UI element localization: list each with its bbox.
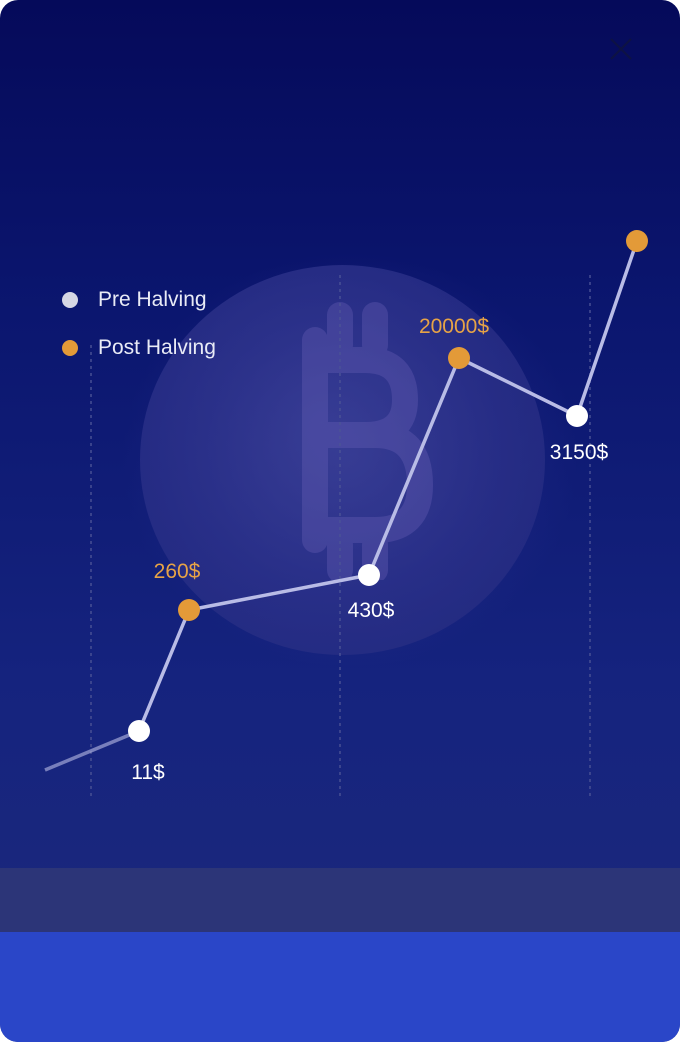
legend-marker bbox=[62, 292, 78, 308]
legend-label: Post Halving bbox=[98, 336, 216, 359]
footer-band bbox=[0, 868, 680, 932]
post-halving-point bbox=[448, 347, 470, 369]
pre-halving-point bbox=[358, 564, 380, 586]
post-halving-point bbox=[626, 230, 648, 252]
bitcoin-coin-image bbox=[140, 265, 545, 655]
pre-halving-value-label: 3150$ bbox=[550, 441, 609, 464]
legend-item-pre-halving: Pre Halving bbox=[62, 276, 216, 324]
pre-halving-point bbox=[128, 720, 150, 742]
post-halving-value-label: 260$ bbox=[154, 560, 201, 583]
series-line bbox=[137, 240, 639, 732]
close-icon bbox=[610, 38, 632, 60]
footer-action-bar bbox=[0, 932, 680, 1042]
post-halving-point bbox=[178, 599, 200, 621]
legend-item-post-halving: Post Halving bbox=[62, 324, 216, 372]
pre-halving-value-label: 430$ bbox=[348, 599, 395, 622]
pre-halving-value-label: 11$ bbox=[131, 761, 165, 784]
pre-halving-point bbox=[566, 405, 588, 427]
post-halving-value-label: 20000$ bbox=[419, 315, 489, 338]
close-button[interactable] bbox=[604, 32, 638, 66]
legend-label: Pre Halving bbox=[98, 288, 207, 311]
series-line-lead bbox=[44, 729, 140, 772]
chart-legend: Pre Halving Post Halving bbox=[62, 276, 216, 372]
legend-marker bbox=[62, 340, 78, 356]
